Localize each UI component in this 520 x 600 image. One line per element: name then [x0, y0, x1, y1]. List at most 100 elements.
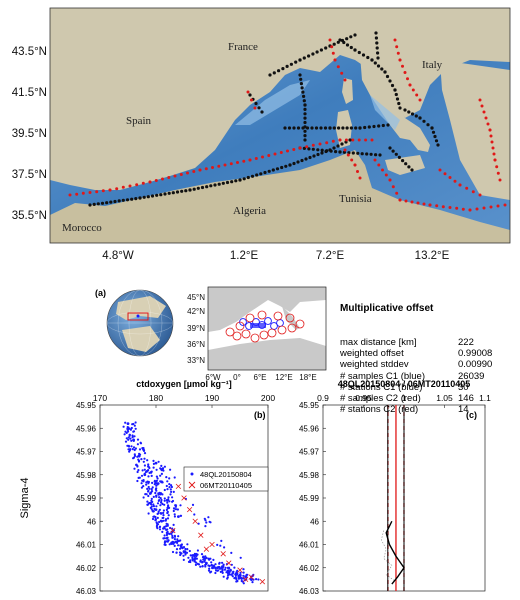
red-station-dot — [318, 142, 322, 146]
blue-sample-point — [180, 552, 183, 555]
blue-sample-point — [234, 574, 237, 577]
red-station-dot — [336, 65, 340, 69]
blue-sample-point — [127, 436, 130, 439]
black-station-dot — [431, 130, 436, 134]
blue-sample-point — [172, 523, 175, 527]
blue-sample-point — [164, 518, 168, 521]
black-station-dot — [301, 90, 305, 94]
y-tick-label: 46.03 — [76, 587, 97, 596]
black-station-dot — [380, 67, 384, 71]
blue-data-point — [126, 422, 130, 425]
blue-sample-point — [163, 465, 166, 468]
black-station-dot — [307, 54, 311, 58]
blue-sample-point — [137, 469, 140, 472]
land-corsica — [342, 78, 353, 104]
blue-sample-point — [222, 565, 225, 568]
black-station-dot — [299, 82, 303, 86]
blue-sample-point — [166, 480, 169, 483]
blue-sample-point — [133, 453, 136, 456]
black-station-dot — [316, 148, 320, 152]
black-station-dot — [390, 83, 395, 88]
red-data-point — [175, 483, 182, 490]
red-station-dot — [88, 191, 92, 194]
blue-sample-point — [185, 551, 189, 554]
black-station-dot — [304, 157, 308, 161]
blue-sample-point — [155, 505, 158, 508]
black-station-dot — [353, 48, 357, 52]
y-tick-label: 45.95 — [76, 401, 97, 410]
blue-sample-point — [233, 566, 236, 569]
red-station-dot — [248, 158, 252, 162]
blue-sample-point — [257, 578, 260, 581]
blue-sample-point — [186, 548, 189, 551]
red-station-dot — [395, 191, 399, 195]
black-station-dot — [353, 33, 357, 37]
blue-sample-point — [168, 483, 171, 486]
blue-sample-point — [184, 553, 187, 556]
inset-red-circle — [267, 328, 277, 338]
black-station-dot — [300, 158, 304, 163]
place-morocco: Morocco — [62, 222, 102, 234]
inset-red-circle — [259, 330, 269, 340]
inset-lat-tick: 33°N — [187, 356, 205, 365]
blue-sample-point — [158, 520, 161, 524]
blue-sample-point — [150, 508, 153, 511]
blue-sample-point — [151, 481, 154, 484]
inset-lon-tick: 0° — [233, 373, 241, 382]
red-station-dot — [286, 149, 289, 153]
blue-sample-point — [239, 571, 242, 575]
blue-sample-point — [146, 503, 149, 506]
y-tick-label: 45.97 — [76, 448, 97, 457]
blue-sample-point — [145, 483, 148, 486]
blue-data-point — [205, 561, 208, 565]
blue-sample-point — [161, 530, 164, 534]
inset-station-circles — [225, 310, 305, 343]
red-data-point — [242, 576, 249, 583]
blue-sample-point — [146, 487, 149, 490]
y-tick-label: 45.95 — [299, 401, 320, 410]
blue-sample-point — [189, 554, 192, 557]
blue-sample-point — [240, 577, 243, 581]
red-station-dot — [358, 176, 362, 180]
blue-sample-point — [167, 514, 170, 517]
black-station-dot — [130, 197, 134, 201]
y-tick-label: 46.01 — [299, 541, 320, 550]
offset-info-value: 146 — [458, 393, 474, 405]
blue-sample-point — [150, 497, 153, 500]
blue-sample-point — [160, 498, 163, 502]
blue-sample-point — [207, 564, 210, 567]
blue-sample-point — [170, 485, 173, 489]
black-station-dot — [363, 125, 367, 130]
blue-sample-point — [179, 504, 182, 507]
red-station-dot — [377, 163, 381, 167]
blue-sample-point — [170, 532, 173, 536]
blue-sample-point — [136, 479, 139, 483]
panel-b: ctdoxygen [µmol kg⁻¹] Sigma-4 (b) 170 180… — [19, 379, 275, 596]
blue-sample-point — [171, 550, 175, 554]
inset-red-circle — [232, 331, 242, 341]
black-station-dot — [271, 168, 275, 172]
blue-sample-point — [235, 580, 238, 583]
red-station-dot — [154, 179, 158, 182]
black-station-dot — [395, 97, 400, 101]
black-station-dot — [303, 112, 307, 116]
blue-sample-point — [169, 488, 172, 491]
black-station-dot — [175, 190, 180, 194]
blue-sample-point — [160, 501, 163, 504]
black-station-dot — [268, 73, 272, 77]
inset-blue-circle — [258, 321, 266, 329]
red-station-dot — [353, 163, 357, 167]
y-tick-label: 45.98 — [76, 471, 97, 480]
red-station-dot — [428, 203, 432, 207]
black-station-dot — [303, 103, 307, 107]
red-station-dot — [391, 185, 395, 189]
blue-sample-point — [191, 503, 195, 506]
black-station-dot — [320, 148, 324, 152]
black-station-dot — [349, 45, 353, 50]
blue-sample-point — [158, 499, 161, 502]
blue-sample-point — [146, 459, 149, 462]
blue-data-point — [193, 557, 197, 560]
y-tick-label: 45.96 — [299, 424, 320, 433]
blue-sample-point — [166, 537, 169, 540]
blue-sample-point — [172, 490, 175, 493]
